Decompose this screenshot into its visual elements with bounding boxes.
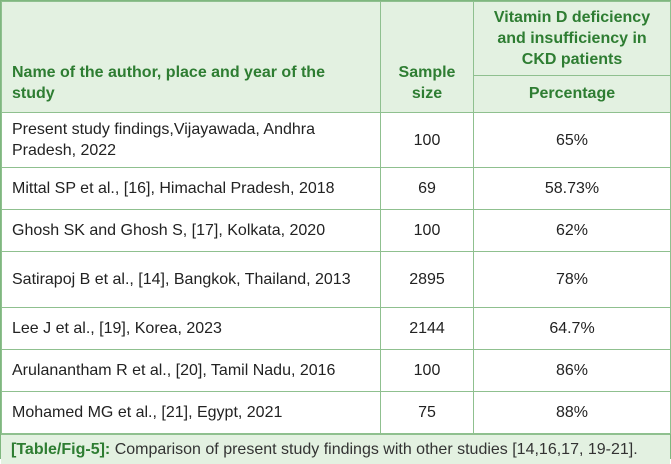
caption-label: [Table/Fig-5]:	[11, 441, 111, 458]
cell-percentage: 64.7%	[473, 307, 671, 350]
cell-percentage: 58.73%	[473, 167, 671, 210]
cell-sample: 100	[380, 349, 474, 392]
table-row: Present study findings,Vijayawada, Andhr…	[1, 112, 671, 168]
table-row: Mohamed MG et al., [21], Egypt, 2021 75 …	[1, 391, 671, 434]
cell-author: Present study findings,Vijayawada, Andhr…	[1, 112, 381, 168]
header-vitamin-d: Vitamin D deficiency and insufficiency i…	[473, 1, 671, 76]
cell-sample: 69	[380, 167, 474, 210]
cell-author: Ghosh SK and Ghosh S, [17], Kolkata, 202…	[1, 209, 381, 252]
cell-sample: 100	[380, 112, 474, 168]
header-author: Name of the author, place and year of th…	[1, 1, 381, 113]
cell-sample: 2895	[380, 251, 474, 308]
cell-percentage: 78%	[473, 251, 671, 308]
table-row: Lee J et al., [19], Korea, 2023 2144 64.…	[1, 307, 671, 350]
cell-sample: 75	[380, 391, 474, 434]
cell-author: Mohamed MG et al., [21], Egypt, 2021	[1, 391, 381, 434]
table-row: Satirapoj B et al., [14], Bangkok, Thail…	[1, 251, 671, 308]
cell-percentage: 62%	[473, 209, 671, 252]
table-row: Mittal SP et al., [16], Himachal Pradesh…	[1, 167, 671, 210]
cell-author: Mittal SP et al., [16], Himachal Pradesh…	[1, 167, 381, 210]
table-row: Ghosh SK and Ghosh S, [17], Kolkata, 202…	[1, 209, 671, 252]
caption-text: Comparison of present study findings wit…	[110, 441, 638, 458]
cell-author: Arulanantham R et al., [20], Tamil Nadu,…	[1, 349, 381, 392]
cell-percentage: 86%	[473, 349, 671, 392]
header-percentage: Percentage	[473, 75, 671, 113]
cell-author: Satirapoj B et al., [14], Bangkok, Thail…	[1, 251, 381, 308]
cell-percentage: 65%	[473, 112, 671, 168]
header-sample-size: Sample size	[380, 1, 474, 113]
cell-percentage: 88%	[473, 391, 671, 434]
figure-caption: [Table/Fig-5]: Comparison of present stu…	[1, 434, 670, 464]
table-row: Arulanantham R et al., [20], Tamil Nadu,…	[1, 349, 671, 392]
comparison-table: Name of the author, place and year of th…	[1, 1, 671, 434]
cell-sample: 100	[380, 209, 474, 252]
cell-author: Lee J et al., [19], Korea, 2023	[1, 307, 381, 350]
cell-sample: 2144	[380, 307, 474, 350]
